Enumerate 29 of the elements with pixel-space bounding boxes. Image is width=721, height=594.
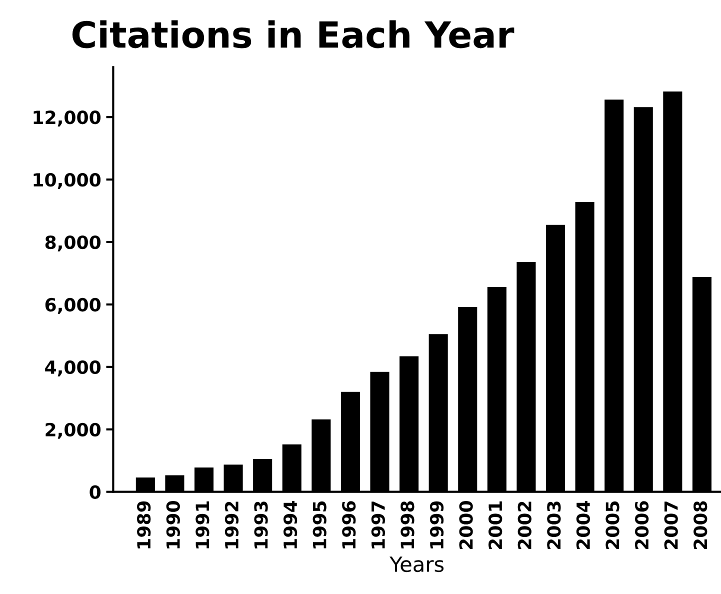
x-tick-label: 2000 (459, 501, 473, 549)
x-tick-label: 2001 (488, 501, 502, 549)
y-tick-label: 2,000 (46, 422, 101, 439)
x-tick-label: 2008 (694, 501, 708, 549)
y-tick-label: 10,000 (34, 173, 101, 189)
x-tick-label: 2003 (547, 502, 561, 549)
x-tick-label: 1998 (400, 501, 414, 548)
x-axis-title: Years (390, 556, 444, 572)
x-tick-label: 1997 (371, 502, 385, 548)
x-tick-label: 1993 (254, 502, 268, 548)
x-tick-label: 2007 (664, 502, 678, 549)
x-tick-label: 1999 (430, 501, 444, 548)
y-tick-label: 4,000 (45, 360, 101, 376)
y-tick-label: 6,000 (45, 298, 101, 314)
y-tick-label: 0 (90, 485, 101, 499)
x-tick-label: 1995 (312, 501, 326, 548)
x-tick-label: 1996 (342, 501, 356, 548)
x-tick-label: 2005 (606, 501, 620, 549)
x-tick-label: 1994 (283, 500, 298, 548)
x-tick-label: 1991 (196, 501, 210, 548)
x-tick-label: 2004 (576, 500, 590, 549)
x-tick-label: 1990 (166, 501, 180, 548)
chart-title: Citations in Each Year (72, 20, 514, 48)
x-tick-label: 2006 (634, 501, 649, 549)
x-tick-label: 2002 (518, 502, 532, 549)
y-tick-label: 12,000 (34, 110, 101, 127)
x-tick-label: 1992 (224, 502, 239, 548)
x-tick-label: 1989 (137, 501, 151, 548)
y-tick-label: 8,000 (45, 235, 101, 252)
